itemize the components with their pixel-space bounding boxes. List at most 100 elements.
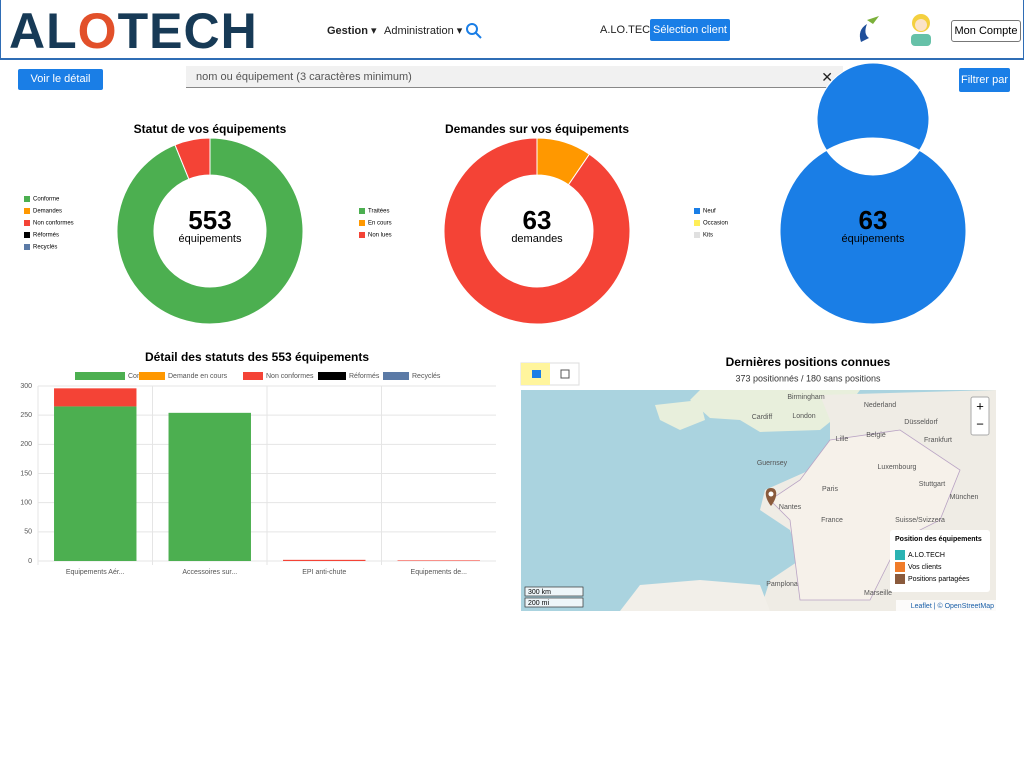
legend-swatch [694,208,700,214]
map-legend-title: Position des équipements [895,536,982,543]
legend-label: Réformés [349,373,380,380]
legend-label: Occasion [703,221,728,227]
brand-icon [859,16,879,42]
legend-label: Recyclés [33,245,57,251]
scale-label: 200 mi [528,600,549,607]
map-place: Düsseldorf [904,419,938,426]
clear-icon[interactable]: ✕ [821,69,833,85]
legend-label: Demandes [33,209,62,215]
bar [397,560,480,561]
select-client-button[interactable]: Sélection client [650,19,730,41]
land [690,390,860,432]
legend-label: En cours [368,221,392,227]
scale-label: 300 km [528,589,551,596]
scale-bar [524,586,584,597]
legend-label: Réformés [33,233,59,239]
land [655,400,705,430]
filter-button[interactable]: Filtrer par [959,68,1010,92]
legend-swatch [359,220,365,226]
company-name: A.LO.TECH [600,24,659,36]
map-place: Nederland [864,402,896,409]
map-place: Nantes [779,504,802,511]
legend-label: Traitées [368,209,389,215]
map-legend-label: A.LO.TECH [908,552,945,559]
bar [283,559,366,561]
legend-label: Recyclés [412,373,441,380]
donut-slice [174,137,211,180]
legend-label: Non conformes [33,221,74,227]
map-place: Birmingham [787,394,825,401]
map-icon [532,370,541,378]
map-marker[interactable] [765,488,777,506]
land [620,580,770,611]
y-tick-label: 300 [20,383,32,390]
donut-total: 553 [188,205,231,235]
y-tick-label: 200 [20,441,32,448]
scale-bar [524,597,584,608]
map-place: Stuttgart [919,481,946,488]
map-place: London [792,413,815,420]
map-place: Cardiff [752,414,773,421]
nav-menu[interactable]: Administration ▾ [384,25,463,37]
x-tick-label: Equipements Aér... [66,569,125,576]
map-place: Paris [822,486,838,493]
x-tick-label: Accessoires sur... [182,569,237,576]
x-tick-label: Equipements de... [411,569,467,576]
map-place: Lille [836,436,849,443]
map-legend-swatch [895,550,905,560]
donut-total: 63 [523,205,552,235]
legend-swatch [359,208,365,214]
nav-menu[interactable]: Gestion ▾ [327,25,377,37]
x-tick-label: EPI anti-chute [302,569,346,576]
zoom-in[interactable]: + [976,398,984,413]
legend-label: Neuf [703,209,716,215]
legend-swatch [318,372,346,380]
donut-slice [116,137,304,325]
legend-label: Conforme [33,197,60,203]
search-input[interactable]: nom ou équipement (3 caractères minimum)… [186,66,843,88]
bar [168,412,251,561]
map[interactable]: + − Position des équipements 300 km 200 … [521,390,996,611]
chart-title: Détail des statuts des 553 équipements [145,350,369,364]
legend-swatch [694,232,700,238]
legend-swatch [24,232,30,238]
attribution[interactable]: Leaflet | © OpenStreetMap [911,602,994,610]
map-legend-swatch [895,562,905,572]
donut-title: Demandes sur vos équipements [445,122,629,136]
legend-swatch [24,244,30,250]
legend-swatch [75,372,125,380]
logo-part: AL [9,3,78,59]
map-place: Guernsey [757,460,788,467]
top-bar: ALOTECH Gestion ▾ Administration ▾ A.LO.… [0,0,1024,60]
logo-part: O [77,3,118,59]
detail-button[interactable]: Voir le détail (553) [18,69,103,106]
donut-slice [779,62,967,325]
marker-dot [768,491,774,497]
placeholder: nom ou équipement (3 caractères minimum) [196,71,412,83]
map-legend [890,530,990,592]
legend-swatch [139,372,165,380]
donut-slice [443,137,631,325]
map-place: Marseille [864,590,892,597]
legend-label: Demande en cours [168,373,228,380]
y-tick-label: 0 [28,558,32,565]
legend-label: Non lues [368,233,392,239]
zoom-out[interactable]: − [976,416,984,431]
map-legend-label: Positions partagées [908,576,970,583]
attribution-bg [896,600,996,611]
y-tick-label: 100 [20,500,32,507]
map-place: België [866,432,886,439]
legend-swatch [24,220,30,226]
y-tick-label: 50 [24,529,32,536]
map-place: Frankfurt [924,437,952,444]
legend-label: Non conformes [266,373,314,380]
account-button[interactable]: Mon Compte [951,20,1021,42]
legend-swatch [24,196,30,202]
nav-label: Gestion [327,25,368,37]
search-icon[interactable] [465,22,483,40]
donut-total: 63 [859,205,888,235]
user-avatar[interactable] [906,10,936,48]
logo[interactable]: ALOTECH [9,2,258,60]
